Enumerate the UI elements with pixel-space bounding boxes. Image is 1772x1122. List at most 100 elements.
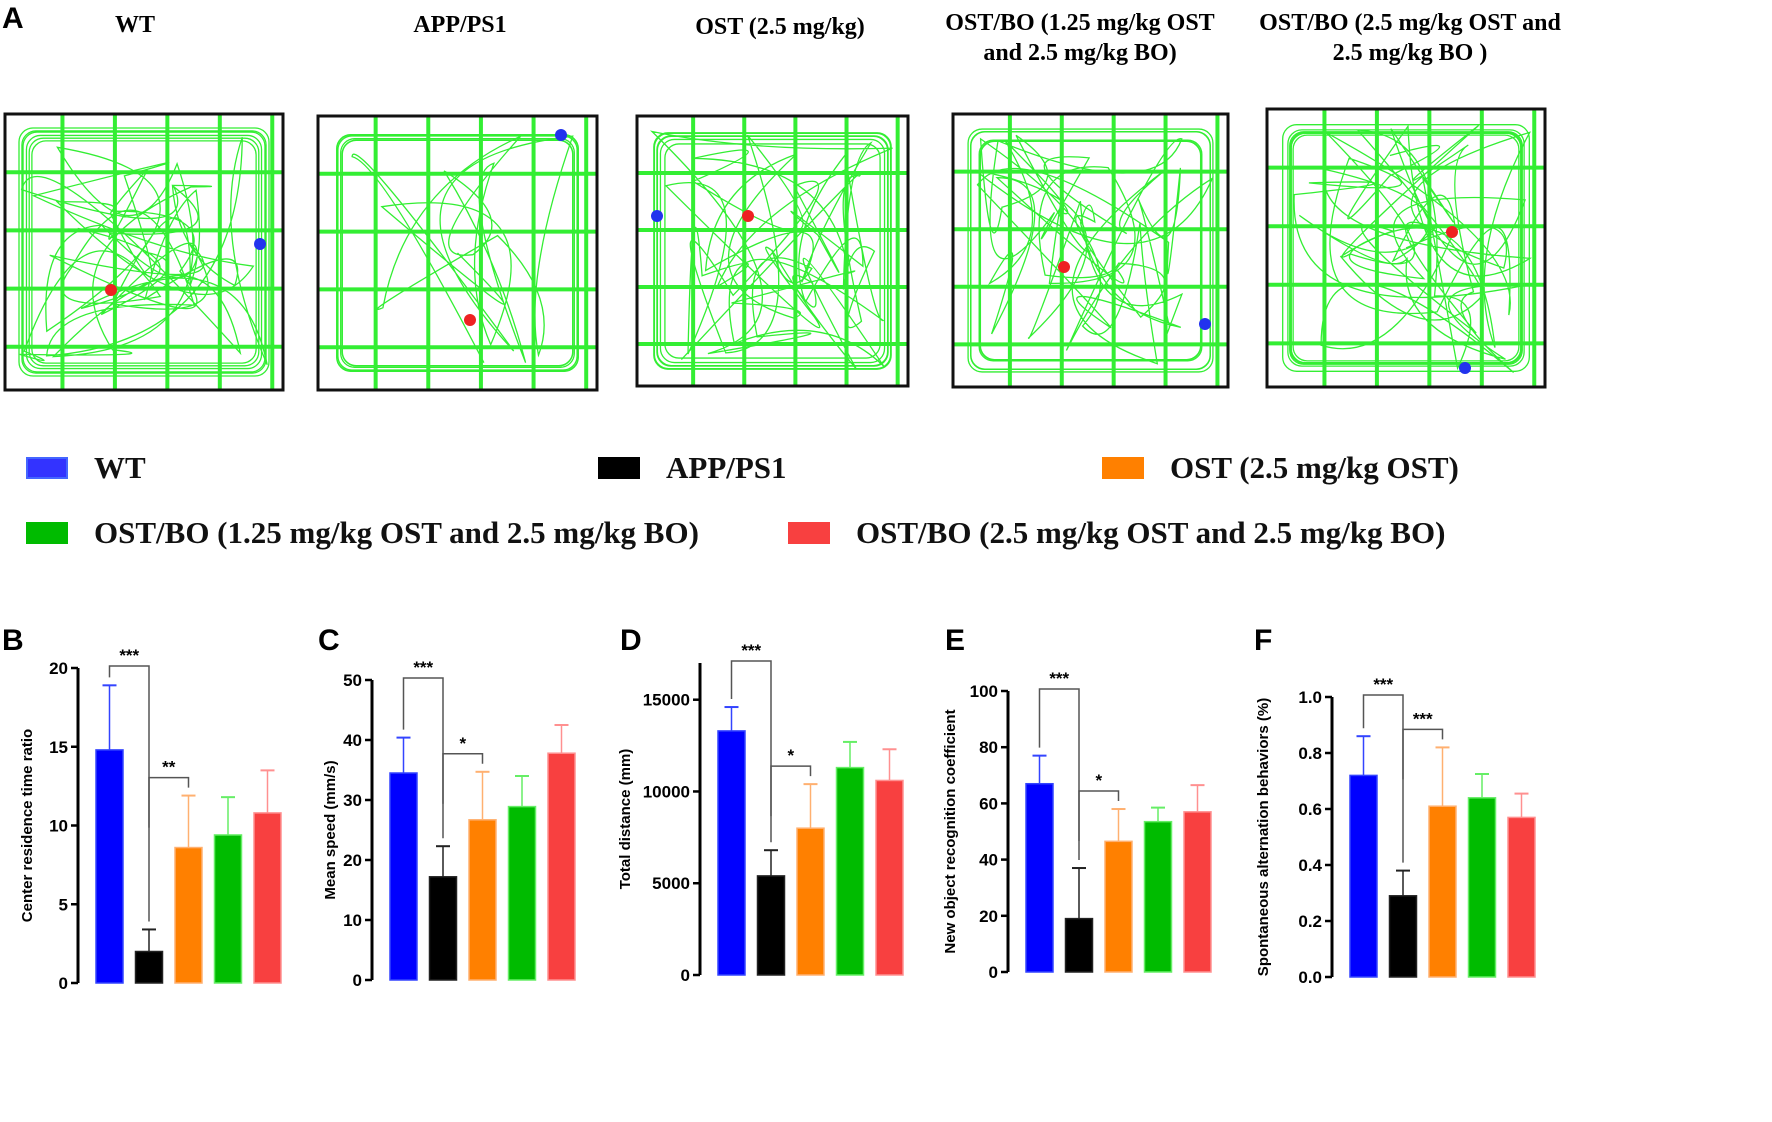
bar-app-ps1 (756, 875, 786, 976)
bar-ost-bo-1-25 (1143, 820, 1173, 973)
significance-label: *** (413, 658, 433, 677)
track-title-wt: WT (114, 12, 155, 38)
track-path (978, 139, 1203, 362)
significance-label: *** (1128, 0, 1148, 4)
y-tick-label: 10000 (643, 782, 690, 801)
bar-app-ps1 (1388, 895, 1418, 978)
y-tick-label: 10 (49, 817, 68, 836)
end-point-dot (651, 210, 663, 222)
significance-label: *** (1109, 0, 1129, 4)
end-point-dot (1199, 318, 1211, 330)
y-tick-label: 100 (970, 682, 998, 701)
track-path (970, 131, 1211, 370)
track-path (1293, 124, 1533, 373)
legend-item-ostbo-high: OST/BO (2.5 mg/kg OST and 2.5 mg/kg BO) (788, 515, 1445, 551)
y-tick-label: 80 (979, 738, 998, 757)
chart-e: E 0 20 40 60 80 100 New object recognition coef… (942, 0, 1212, 982)
bar-wt (389, 772, 418, 981)
significance-label: *** (801, 0, 821, 4)
legend-swatch (26, 522, 68, 544)
bar-app-ps1 (1064, 917, 1094, 973)
y-tick-label: 5000 (652, 874, 690, 893)
track-plots (3, 107, 1547, 392)
significance-bracket (1402, 728, 1444, 780)
track-path (351, 135, 574, 363)
bar-wt (1025, 782, 1054, 973)
track-path (1290, 132, 1522, 364)
legend-label: OST (2.5 mg/kg OST) (1170, 450, 1459, 485)
track-path (22, 131, 266, 373)
start-point-dot (1446, 226, 1458, 238)
significance-bracket (770, 765, 812, 817)
bar-wt (95, 749, 124, 984)
y-axis-label: Total distance (mm) (617, 749, 634, 890)
track-path (1289, 131, 1523, 365)
legend-swatch (788, 522, 830, 544)
track-title-ostbo-high: OST/BO (2.5 mg/kg OST and 2.5 mg/kg BO ) (1259, 10, 1561, 66)
y-tick-label: 0.6 (1298, 800, 1322, 819)
significance-label: *** (198, 0, 218, 4)
track-plot-4 (1265, 107, 1547, 389)
track-title-ostbo-low: OST/BO (1.25 mg/kg OST and 2.5 mg/kg BO) (945, 10, 1215, 66)
y-tick-label: 0.8 (1298, 744, 1322, 763)
significance-bracket (730, 660, 772, 843)
legend-label: APP/PS1 (666, 450, 787, 485)
bar-app-ps1 (134, 950, 164, 984)
panel-a-letter: A (2, 2, 24, 35)
significance-label: *** (492, 0, 512, 4)
y-tick-label: 0 (353, 971, 362, 990)
significance-label: ** (162, 758, 176, 777)
arena-border (3, 112, 285, 392)
y-tick-label: 0.4 (1298, 856, 1322, 875)
track-path (21, 130, 267, 374)
y-tick-label: 1.0 (1298, 688, 1322, 707)
bar-ost (796, 827, 825, 976)
panel-letter: E (945, 624, 965, 657)
significance-label: * (787, 746, 794, 765)
y-tick-label: 0 (59, 974, 68, 993)
track-path (653, 132, 892, 370)
arena-border (316, 114, 599, 392)
arena-border (635, 114, 910, 388)
track-plot-2 (635, 114, 910, 388)
end-point-dot (254, 238, 266, 250)
y-axis-label: Center residence time ratio (19, 729, 36, 922)
significance-bracket (1078, 790, 1120, 842)
legend-item-ostbo-low: OST/BO (1.25 mg/kg OST and 2.5 mg/kg BO) (26, 515, 699, 551)
start-point-dot (742, 210, 754, 222)
track-path (656, 135, 889, 367)
significance-label: *** (179, 0, 199, 4)
y-tick-label: 50 (343, 671, 362, 690)
bar-ost (468, 819, 497, 981)
y-tick-label: 40 (979, 851, 998, 870)
track-plot-1 (316, 114, 599, 392)
y-tick-label: 0 (681, 966, 690, 985)
track-path (18, 127, 270, 377)
panel-letter: D (620, 624, 642, 657)
track-path (31, 140, 257, 364)
track-path (1289, 131, 1523, 365)
bar-wt (1349, 774, 1378, 978)
panel-letter: C (318, 624, 340, 657)
bar-ost (1104, 840, 1133, 973)
bar-wt (717, 730, 746, 976)
significance-label: *** (741, 641, 761, 660)
significance-label: *** (1049, 669, 1069, 688)
significance-label: *** (1433, 0, 1453, 4)
y-tick-label: 20 (343, 851, 362, 870)
start-point-dot (105, 284, 117, 296)
bar-ost-bo-2-5 (875, 779, 904, 976)
legend-swatch (26, 457, 68, 479)
track-path (1292, 134, 1520, 362)
track-path (979, 140, 1202, 361)
significance-label: * (479, 0, 486, 4)
y-tick-label: 15000 (643, 691, 690, 710)
significance-label: *** (1452, 0, 1472, 4)
y-axis-label: Mean speed (mm/s) (322, 760, 339, 899)
track-path (341, 139, 574, 367)
y-axis-label: New object recognition coefficient (942, 709, 959, 953)
track-path (659, 138, 886, 364)
